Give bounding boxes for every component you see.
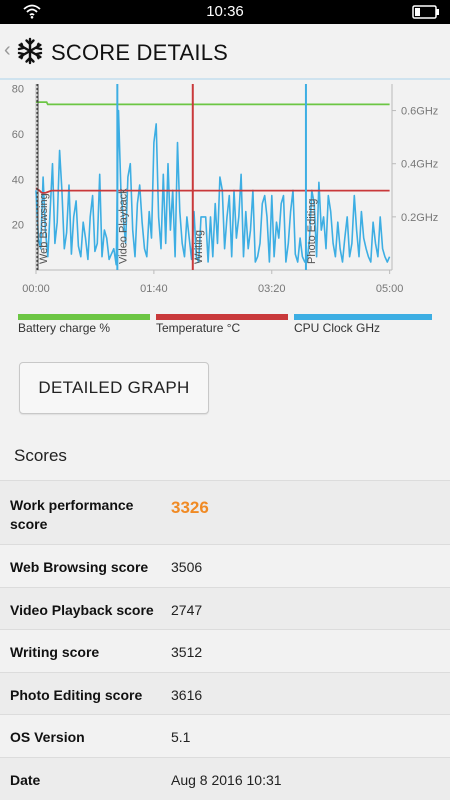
score-row-os-version: OS Version 5.1 [0,714,450,757]
score-row-writing: Writing score 3512 [0,629,450,672]
score-row-video-playback: Video Playback score 2747 [0,587,450,629]
chart-legend: Battery charge % Temperature °C CPU Cloc… [0,310,450,340]
y-tick-label: 20 [12,220,24,232]
score-value: 3512 [171,644,203,660]
legend-swatch-battery [18,314,150,320]
score-label: Date [10,772,41,788]
x-tick-label: 03:20 [258,283,286,295]
legend-swatch-temperature [156,314,288,320]
score-value: 3616 [171,687,203,703]
x-tick-label: 00:00 [22,283,50,295]
score-value: 3506 [171,559,203,575]
score-value: 5.1 [171,729,191,745]
wifi-icon [23,4,41,19]
app-bar: ‹ SCORE DETAILS [0,24,450,80]
legend-item-battery: Battery charge % [18,310,150,340]
page-title: SCORE DETAILS [51,40,229,65]
scores-heading: Scores [14,446,67,465]
marker-label: Writing [193,230,205,264]
score-row-work-performance: Work performance score 3326 [0,480,450,544]
score-value-work-performance: 3326 [171,498,209,517]
y-tick-label: 40 [12,174,24,186]
marker-label: Photo Editing [306,199,318,264]
marker-label: Web Browsing [38,193,50,264]
x-tick-label: 01:40 [140,283,168,295]
score-label: Photo Editing score [10,687,143,703]
y2-tick-label: 0.4GHz [401,159,438,171]
marker-label: Video Playback [117,188,129,264]
score-row-web-browsing: Web Browsing score 3506 [0,544,450,587]
y2-tick-label: 0.6GHz [401,106,438,118]
score-label: Video Playback score [10,602,154,618]
back-icon[interactable]: ‹ [4,39,11,61]
score-label: OS Version [10,729,85,745]
legend-item-cpu-clock: CPU Clock GHz [294,310,432,340]
series-line-cpu-clock [35,109,391,266]
score-label: Writing score [10,644,100,660]
y-tick-label: 60 [12,129,24,141]
battery-icon [412,5,439,19]
legend-label-cpu-clock: CPU Clock GHz [294,321,381,335]
y-tick-label: 80 [12,84,24,96]
legend-swatch-cpu-clock [294,314,432,320]
status-bar: 10:36 [0,0,450,24]
y2-tick-label: 0.2GHz [401,212,438,224]
score-label: Work performance score [10,497,134,532]
status-time: 10:36 [206,3,244,20]
series-line-battery [36,101,390,106]
x-tick-label: 05:00 [376,283,404,295]
score-row-photo-editing: Photo Editing score 3616 [0,672,450,714]
score-value: 2747 [171,602,203,618]
battery-test-chart: 80 60 40 20 0.6GHz 0.4GHz 0.2GHz 00:00 01:40 03:2… [12,84,439,295]
legend-label-battery: Battery charge % [18,321,111,335]
snowflake-icon [17,37,43,65]
series-line-temperature [35,187,390,194]
score-value: Aug 8 2016 10:31 [171,772,282,788]
legend-item-temperature: Temperature °C [156,310,288,340]
score-label: Web Browsing score [10,559,149,575]
score-row-date: Date Aug 8 2016 10:31 [0,757,450,800]
detailed-graph-button[interactable]: DETAILED GRAPH [19,362,209,414]
legend-label-temperature: Temperature °C [156,321,241,335]
